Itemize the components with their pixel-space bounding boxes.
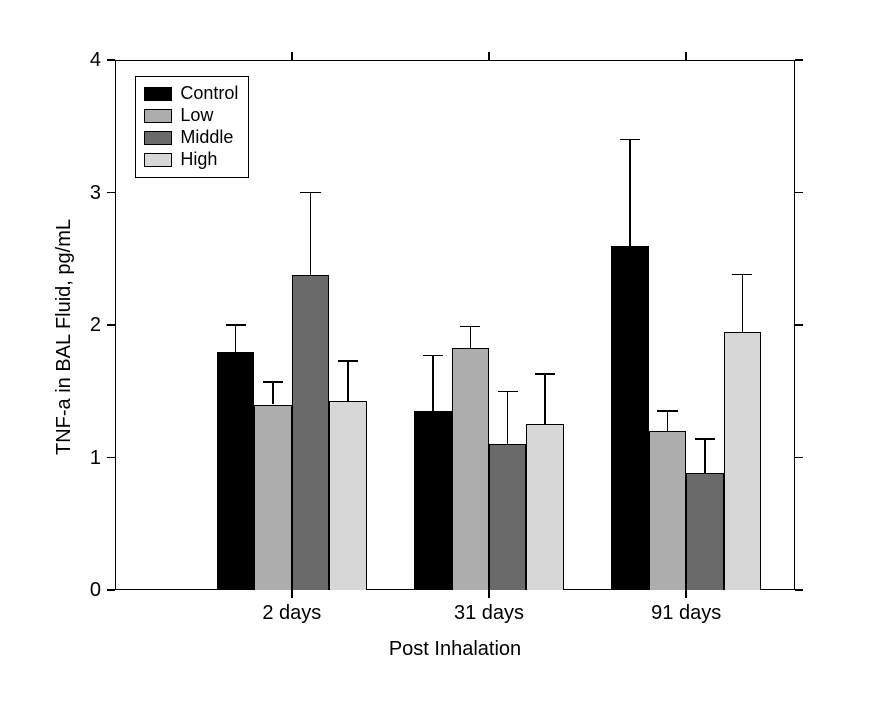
error-bar-cap [460,326,480,328]
x-axis-label-text: Post Inhalation [389,638,521,660]
legend: ControlLowMiddleHigh [135,76,249,178]
bar [292,275,329,590]
y-tick-label: 4 [90,49,101,72]
x-tick [685,52,687,60]
error-bar [272,382,274,405]
error-bar-cap [657,410,677,412]
bar [724,332,761,590]
bar [452,348,489,590]
error-bar [235,325,237,352]
legend-item: Middle [144,127,238,149]
y-tick [795,192,803,194]
legend-item: Control [144,83,238,105]
bar [217,352,254,591]
error-bar-cap [535,373,555,375]
legend-label: High [180,149,217,170]
x-tick [488,590,490,598]
x-tick [488,52,490,60]
error-bar-cap [226,324,246,326]
x-tick-label: 91 days [636,602,736,625]
bar [611,246,648,591]
y-tick [795,59,803,61]
y-axis-label-text: TNF-a in BAL Fluid, pg/mL [53,219,75,455]
legend-label: Low [180,105,213,126]
bar [329,401,366,590]
bar [526,424,563,590]
legend-item: High [144,149,238,171]
legend-item: Low [144,105,238,127]
y-tick [107,324,115,326]
x-tick [291,590,293,598]
legend-label: Control [180,83,238,104]
legend-swatch [144,87,172,101]
error-bar [432,355,434,411]
error-bar [507,391,509,444]
y-tick [795,589,803,591]
legend-swatch [144,109,172,123]
error-bar-cap [498,391,518,393]
y-tick-label: 1 [90,447,101,470]
error-bar [470,326,472,347]
error-bar [742,275,744,332]
error-bar-cap [620,139,640,141]
y-tick [107,192,115,194]
error-bar [629,140,631,246]
x-axis-label: Post Inhalation [115,638,795,661]
error-bar-cap [732,274,752,276]
y-tick [795,457,803,459]
chart-stage: TNF-a in BAL Fluid, pg/mL Post Inhalatio… [0,0,894,708]
y-tick-label: 0 [90,579,101,602]
bar [489,444,526,590]
error-bar [310,193,312,275]
error-bar-cap [300,192,320,194]
error-bar-cap [695,438,715,440]
error-bar-cap [338,360,358,362]
y-axis-label: TNF-a in BAL Fluid, pg/mL [53,219,76,455]
y-tick [107,589,115,591]
bar [414,411,451,590]
legend-label: Middle [180,127,233,148]
legend-swatch [144,131,172,145]
error-bar [667,411,669,431]
legend-swatch [144,153,172,167]
y-tick-label: 2 [90,314,101,337]
x-tick-label: 2 days [242,602,342,625]
y-tick-label: 3 [90,182,101,205]
error-bar [704,439,706,473]
y-tick [107,457,115,459]
error-bar [544,374,546,424]
error-bar [347,361,349,401]
y-tick [795,324,803,326]
y-tick [107,59,115,61]
bar [686,473,723,590]
x-tick [291,52,293,60]
error-bar-cap [423,355,443,357]
bar [254,405,291,591]
error-bar-cap [263,381,283,383]
x-tick [685,590,687,598]
x-tick-label: 31 days [439,602,539,625]
bar [649,431,686,590]
